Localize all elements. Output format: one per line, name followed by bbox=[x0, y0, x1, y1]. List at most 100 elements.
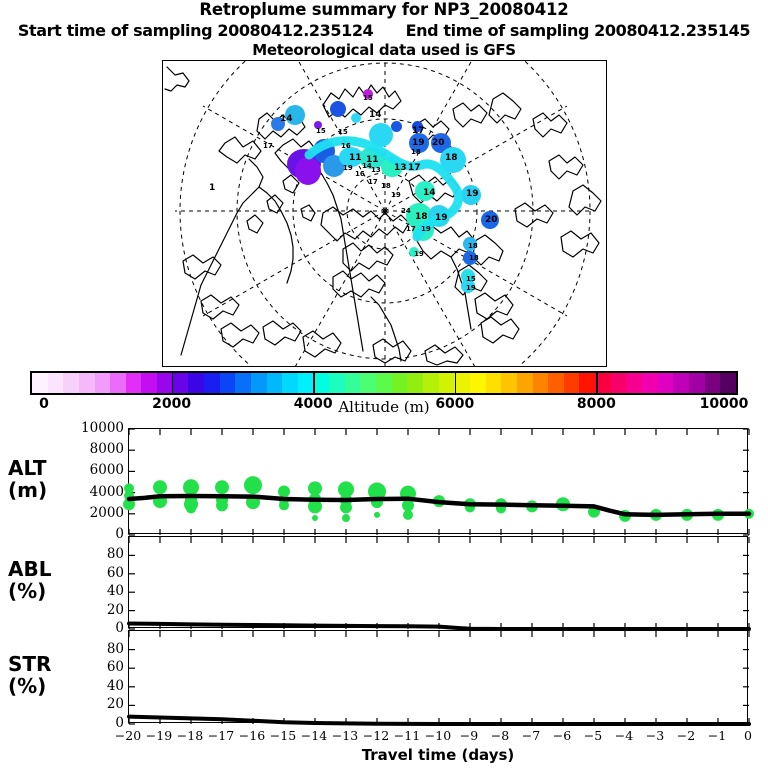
y-tick-label: 20 bbox=[106, 601, 124, 618]
x-tick-label: −7 bbox=[521, 728, 541, 743]
plume-blob bbox=[463, 251, 477, 265]
colorbar-swatch bbox=[391, 373, 408, 393]
map-day-label: 19 bbox=[343, 164, 353, 172]
map-day-label: 19 bbox=[466, 284, 476, 292]
colorbar-swatch bbox=[360, 373, 377, 393]
x-tick-label: −8 bbox=[490, 728, 510, 743]
plume-blob bbox=[415, 181, 435, 201]
plume-blob bbox=[409, 247, 419, 257]
colorbar-swatch bbox=[454, 373, 470, 393]
y-tick-label: 0 bbox=[115, 715, 124, 731]
x-tick-marks bbox=[128, 631, 750, 724]
plume-blob bbox=[391, 121, 402, 132]
colorbar-panel[interactable]: 0 2000 4000 6000 8000 10000 bbox=[30, 371, 748, 412]
x-tick-label: 0 bbox=[744, 728, 752, 743]
trend-line bbox=[127, 621, 751, 631]
colorbar-tick-labels: 0 2000 4000 6000 8000 10000 bbox=[30, 396, 748, 414]
map-day-label: 19 bbox=[435, 213, 448, 223]
x-tick-label: −18 bbox=[176, 728, 204, 743]
panel-label-line1: STR bbox=[8, 651, 52, 676]
colorbar-swatch bbox=[688, 373, 705, 393]
colorbar-tick-label: 10000 bbox=[699, 396, 749, 412]
colorbar-swatch bbox=[657, 373, 674, 393]
colorbar-divider bbox=[454, 371, 457, 395]
map-day-label: 14 bbox=[423, 188, 436, 198]
y-tick-label: 40 bbox=[106, 677, 124, 694]
end-time-label: End time of sampling 20080412.235145 bbox=[405, 21, 751, 40]
x-tick-label: −3 bbox=[645, 728, 665, 743]
colorbar-swatch bbox=[94, 373, 111, 393]
map-day-label: 17 bbox=[263, 142, 273, 150]
x-tick-label: −6 bbox=[552, 728, 572, 743]
map-day-label: 17 bbox=[412, 126, 425, 136]
map-day-label: 19 bbox=[421, 225, 431, 233]
x-tick-label: −14 bbox=[300, 728, 328, 743]
y-tick-label: 60 bbox=[106, 659, 124, 676]
x-axis-title: Travel time (days) bbox=[361, 746, 515, 764]
sampling-time-row: Start time of sampling 20080412.235124 E… bbox=[0, 20, 768, 41]
x-tick-label: −12 bbox=[362, 728, 390, 743]
colorbar-swatch bbox=[376, 373, 392, 393]
map-day-label: 18 bbox=[468, 242, 478, 250]
colorbar-swatch bbox=[157, 373, 173, 393]
plume-blob bbox=[295, 157, 321, 185]
map-day-label: 11 bbox=[349, 153, 362, 163]
colorbar-swatch bbox=[47, 373, 64, 393]
map-day-label: 14 bbox=[280, 114, 293, 124]
colorbar-swatch bbox=[219, 373, 236, 393]
map-day-label: 18 bbox=[469, 254, 479, 262]
page-title: Retroplume summary for NP3_20080412 bbox=[199, 0, 569, 19]
plot-panel-str[interactable] bbox=[127, 630, 751, 726]
colorbar-swatch bbox=[204, 373, 220, 393]
x-tick-label: −5 bbox=[583, 728, 603, 743]
polar-map-panel[interactable]: 1 14 15 14 15 17 16 17 19 20 18 18 11 11 13 17 14 13 19 16 1… bbox=[162, 60, 607, 367]
map-day-label: 19 bbox=[414, 250, 424, 258]
plume-blob bbox=[412, 121, 423, 132]
y-tick-label: 80 bbox=[106, 640, 124, 657]
x-tick-label: −15 bbox=[269, 728, 297, 743]
colorbar-swatch bbox=[297, 373, 314, 393]
x-tick-marks bbox=[128, 429, 750, 535]
plume-blob bbox=[461, 185, 481, 205]
map-day-label: 24 bbox=[401, 207, 411, 215]
colorbar-swatch bbox=[32, 373, 48, 393]
map-day-label: 19 bbox=[412, 138, 425, 148]
colorbar-swatch bbox=[501, 373, 517, 393]
plume-blob bbox=[285, 105, 305, 125]
y-tick-label: 6000 bbox=[89, 462, 124, 479]
map-day-label: 18 bbox=[411, 148, 421, 156]
plume-blob bbox=[409, 133, 429, 153]
panel-label-abl: ABL (%) bbox=[8, 558, 51, 602]
title-block: Retroplume summary for NP3_20080412 Star… bbox=[0, 0, 768, 60]
colorbar-swatch bbox=[563, 373, 580, 393]
colorbar-swatch bbox=[516, 373, 533, 393]
map-canvas: 1 14 15 14 15 17 16 17 19 20 18 18 11 11 13 17 14 13 19 16 1… bbox=[163, 61, 606, 366]
colorbar-swatch bbox=[579, 373, 596, 393]
colorbar-divider bbox=[171, 371, 174, 395]
y-tick-label: 60 bbox=[106, 564, 124, 581]
map-day-label: 14 bbox=[362, 162, 372, 170]
map-day-label: 18 bbox=[445, 153, 458, 163]
panel-label-line2: (m) bbox=[8, 478, 48, 502]
x-tick-label: −19 bbox=[145, 728, 173, 743]
map-day-label: 11 bbox=[366, 155, 379, 165]
map-day-label: 13 bbox=[371, 166, 381, 174]
y-tick-label: 0 bbox=[115, 620, 124, 636]
colorbar-swatch bbox=[469, 373, 486, 393]
y-tick-label: 40 bbox=[106, 583, 124, 600]
x-tick-label: −1 bbox=[707, 728, 727, 743]
colorbar-swatch bbox=[141, 373, 158, 393]
panel-plot-area bbox=[127, 631, 751, 726]
map-day-label: 18 bbox=[415, 212, 428, 222]
y-tick-marks bbox=[129, 649, 749, 725]
x-tick-marks bbox=[128, 537, 750, 629]
y-tick-label: 0 bbox=[115, 526, 124, 542]
plot-panel-abl[interactable] bbox=[127, 536, 751, 631]
plot-panel-alt[interactable] bbox=[123, 428, 754, 536]
plume-blob bbox=[314, 121, 322, 129]
x-tick-label: −2 bbox=[676, 728, 696, 743]
map-day-label: 14 bbox=[369, 110, 382, 120]
x-tick-label: −16 bbox=[238, 728, 266, 743]
colorbar-swatch bbox=[282, 373, 298, 393]
y-tick-label: 2000 bbox=[89, 504, 124, 521]
